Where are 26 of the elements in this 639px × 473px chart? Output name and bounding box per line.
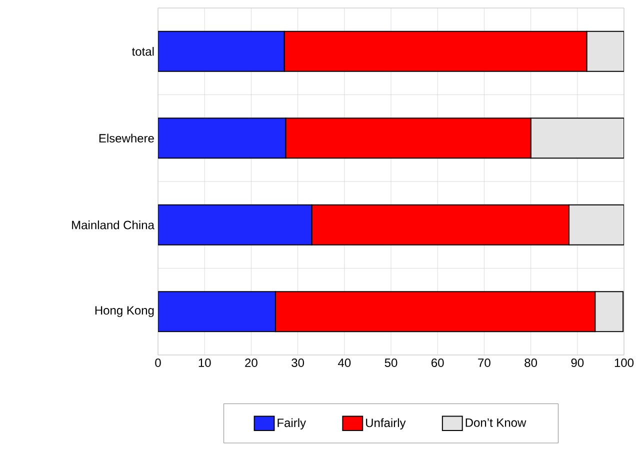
- bar: [158, 118, 286, 159]
- x-tick-label: 100: [614, 358, 634, 368]
- bar: [530, 118, 624, 159]
- x-tick-label: 40: [338, 358, 351, 368]
- legend-label: Unfairly: [366, 418, 406, 430]
- x-tick-label: 60: [432, 358, 444, 368]
- x-tick-label: 90: [571, 358, 584, 368]
- y-tick-label: Elsewhere: [99, 134, 154, 143]
- y-tick-label: Mainland China: [72, 220, 154, 230]
- y-tick-label: total: [132, 46, 154, 56]
- x-tick-label: 30: [292, 358, 304, 368]
- x-tick-label: 80: [524, 358, 538, 368]
- bar: [594, 291, 624, 332]
- bar: [586, 30, 624, 72]
- x-tick-label: 50: [384, 358, 398, 368]
- bar: [158, 291, 276, 332]
- bar: [568, 204, 624, 246]
- x-tick-label: 70: [478, 358, 490, 368]
- bar: [158, 30, 285, 72]
- x-tick-label: 10: [198, 358, 211, 368]
- legend-label: Don’t Know: [466, 418, 526, 427]
- x-tick-label: 20: [245, 358, 258, 368]
- legend-label: Fairly: [278, 418, 306, 430]
- bar: [158, 204, 312, 246]
- y-tick-label: Hong Kong: [95, 306, 154, 317]
- x-tick-label: 0: [155, 358, 161, 368]
